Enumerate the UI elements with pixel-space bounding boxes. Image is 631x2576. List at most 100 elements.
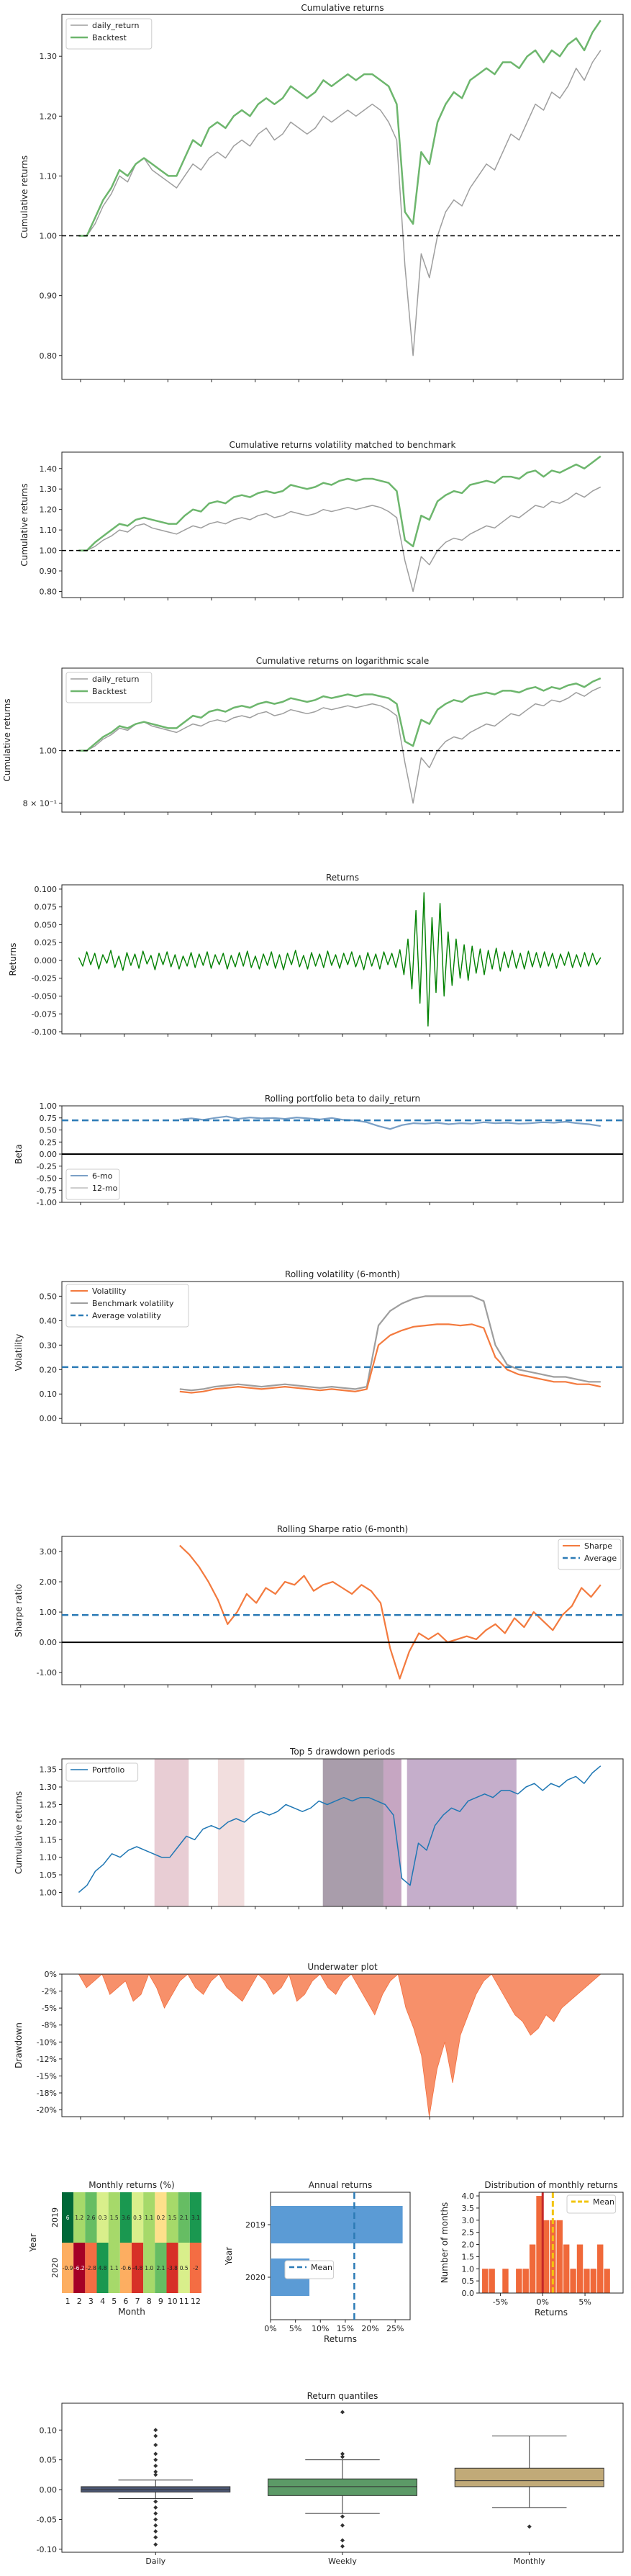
histogram-bar [502,2269,509,2293]
y-tick-label: -0.10 [37,2545,57,2554]
y-tick-label: -0.50 [37,1174,57,1184]
y-tick-label: 1.5 [462,2252,475,2261]
y-tick-label: -12% [37,2055,57,2064]
chart-title: Rolling portfolio beta to daily_return [265,1094,420,1104]
row-label: 2020 [50,2258,60,2278]
y-tick-label: 1.30 [40,485,58,494]
heatmap-cell [96,2192,109,2243]
outlier-marker [153,2542,158,2547]
heatmap-cell-label: 0.2 [156,2215,165,2221]
y-axis-label: Cumulative returns [19,156,29,238]
y-tick-label: 0.80 [40,587,58,596]
histogram-bar [576,2244,584,2293]
box [454,2467,604,2487]
heatmap-cell-label: 1.0 [145,2265,153,2271]
y-tick-label: 2.0 [462,2241,475,2250]
legend-label: Backtest [92,687,127,696]
histogram-bar [489,2269,495,2293]
legend-label: 12-mo [92,1184,118,1193]
heatmap-cell [132,2192,144,2243]
legend-box [566,2194,617,2214]
chart-top-drawdowns: Top 5 drawdown periods 1.35 1.30 1.25 1.20 1.… [14,1747,624,1909]
heatmap-cell-label: -0.6 [121,2265,132,2271]
y-tick-label: -5% [42,2004,57,2013]
x-tick-label: 0% [264,2324,276,2333]
backtest-line [78,455,602,551]
y-tick-label: 1.00 [40,232,58,241]
y-tick-label: 2019 [245,2220,265,2230]
histogram-bar [570,2269,576,2293]
y-tick-label: 8 × 10⁻¹ [23,799,57,809]
y-tick-label: 1.15 [40,1835,58,1845]
outlier-marker [153,2433,158,2438]
heatmap-cell-label: 1.5 [168,2215,177,2221]
legend-box [558,1539,622,1570]
y-tick-label: 0.50 [40,1126,58,1135]
heatmap-cell [132,2243,144,2293]
heatmap-cell [96,2243,109,2293]
heatmap-cell-label: 3.6 [122,2215,130,2221]
legend-label: daily_return [92,21,140,30]
chart-title: Rolling Sharpe ratio (6-month) [277,1524,408,1534]
y-tick-label: 0.075 [35,903,58,912]
heatmap-cell-label: 1.1 [145,2215,153,2221]
heatmap-cell-label: -4.8 [132,2265,143,2271]
outlier-marker [153,2511,158,2516]
heatmap-cell-label: 1.2 [75,2215,83,2221]
heatmap-cell [85,2243,97,2293]
legend-box [65,18,153,50]
drawdown-span [383,1759,401,1906]
legend-box [284,2260,335,2279]
y-tick-label: -0.25 [37,1162,57,1171]
y-tick-label: 0.000 [35,956,58,965]
outlier-marker [153,2499,158,2504]
backtest-line [78,19,602,237]
beta-6mo-line [179,1115,601,1130]
heatmap-cell [73,2192,86,2243]
y-tick-label: -10% [37,2037,57,2047]
drawdown-span [407,1759,517,1906]
outlier-marker [153,2457,158,2462]
heatmap-cell [189,2192,201,2243]
row-label: 2019 [50,2207,60,2228]
y-tick-label: 0.50 [40,1292,58,1301]
y-tick-label: 0.05 [40,2456,58,2465]
dist-frame [478,2192,624,2294]
x-tick-label: 11 [179,2297,189,2306]
heatmap-cell-label: 3.1 [191,2215,200,2221]
legend-label: Average [584,1554,617,1563]
heatmap-cell [178,2243,190,2293]
outlier-marker [340,2523,345,2528]
heatmap-cell [166,2192,178,2243]
y-tick-label: 0.10 [40,2426,58,2435]
x-tick-label: 9 [158,2297,163,2306]
outlier-marker [153,2442,158,2447]
heatmap-cell-label: -2 [193,2265,199,2271]
outlier-marker [153,2523,158,2528]
y-tick-label: 1.35 [40,1765,58,1775]
annual-frame [270,2192,411,2320]
x-tick-label: 1 [65,2297,71,2306]
y-tick-label: 1.20 [40,112,58,121]
x-tick-label: Daily [145,2557,165,2566]
x-tick-label: Weekly [328,2557,357,2566]
legend-label: Average volatility [92,1311,161,1320]
legend-label: Portfolio [92,1765,125,1775]
y-tick-label: 0.10 [40,1390,58,1399]
x-tick-label: Monthly [514,2557,546,2566]
box [268,2478,417,2496]
heatmap-cell [85,2192,97,2243]
x-tick-label: 8 [147,2297,152,2306]
y-tick-label: 1.30 [40,1783,58,1792]
y-tick-label: 1.00 [40,747,58,756]
legend-label: Mean [593,2197,614,2207]
chart-underwater: Underwater plot 0% -2% -5% -8% -10% -12% -15% -1… [14,1962,624,2120]
legend-label: Volatility [92,1287,127,1296]
x-tick-label: -5% [493,2297,508,2307]
heatmap-cell [119,2243,132,2293]
y-tick-label: 3.00 [40,1547,58,1557]
benchmark-volatility-line [179,1295,601,1392]
legend-label: daily_return [92,675,140,684]
outlier-marker [153,2529,158,2534]
heatmap-cell [155,2243,167,2293]
